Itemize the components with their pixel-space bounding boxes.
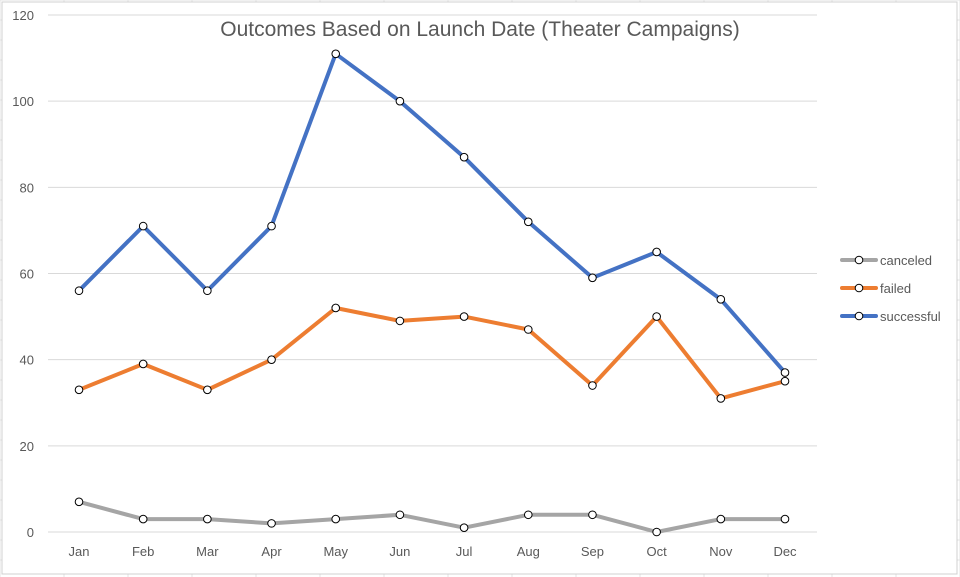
data-point-failed[interactable]	[138, 359, 148, 369]
data-point-successful[interactable]	[138, 221, 148, 231]
data-point-failed[interactable]	[203, 385, 212, 395]
data-point-failed[interactable]	[588, 381, 597, 390]
data-point-canceled[interactable]	[395, 510, 405, 520]
data-point-successful[interactable]	[716, 295, 726, 304]
x-axis-tick-labels: Jan Feb Mar Apr May Jun Jul Aug Sep Oct Nov Dec	[69, 544, 798, 559]
x-tick-label: Nov	[709, 544, 733, 559]
data-point-canceled[interactable]	[459, 523, 469, 532]
data-point-failed[interactable]	[780, 376, 790, 386]
y-axis-tick-labels: 0 20 40 60 80 100 120	[12, 8, 34, 540]
data-point-canceled[interactable]	[588, 510, 597, 520]
y-tick-label: 60	[20, 267, 34, 282]
data-point-successful[interactable]	[780, 368, 790, 377]
legend-label: failed	[880, 281, 911, 296]
data-point-successful[interactable]	[267, 221, 276, 231]
series-line-failed[interactable]	[77, 306, 787, 401]
data-point-successful[interactable]	[203, 286, 212, 296]
chart-title[interactable]: Outcomes Based on Launch Date (Theater C…	[220, 18, 739, 41]
y-tick-label: 0	[27, 525, 34, 540]
data-point-successful[interactable]	[74, 286, 84, 296]
y-tick-label: 80	[20, 180, 34, 195]
series-line-successful[interactable]	[77, 51, 787, 375]
data-point-failed[interactable]	[331, 303, 341, 313]
x-tick-label: Dec	[773, 544, 797, 559]
marker-layer	[74, 49, 790, 537]
series-layer	[77, 51, 787, 534]
legend-marker	[854, 311, 864, 321]
data-point-successful[interactable]	[523, 217, 533, 227]
data-point-successful[interactable]	[331, 49, 341, 59]
y-tick-label: 100	[12, 94, 34, 109]
legend-marker	[854, 255, 864, 265]
x-tick-label: Aug	[517, 544, 540, 559]
data-point-failed[interactable]	[716, 394, 726, 403]
y-tick-label: 120	[12, 8, 34, 23]
data-point-failed[interactable]	[523, 325, 533, 334]
legend-label: successful	[880, 309, 941, 324]
data-point-canceled[interactable]	[74, 497, 84, 507]
x-tick-label: Oct	[647, 544, 668, 559]
data-point-canceled[interactable]	[331, 514, 341, 524]
x-tick-label: Jun	[389, 544, 410, 559]
legend-marker	[854, 283, 864, 293]
legend[interactable]: canceled failed successful	[840, 253, 941, 324]
data-point-failed[interactable]	[395, 316, 405, 326]
data-point-failed[interactable]	[459, 312, 469, 321]
data-point-successful[interactable]	[395, 96, 405, 106]
x-tick-label: Mar	[196, 544, 219, 559]
data-point-failed[interactable]	[267, 355, 276, 364]
x-tick-label: Feb	[132, 544, 154, 559]
x-tick-label: Sep	[581, 544, 604, 559]
y-tick-label: 40	[20, 353, 34, 368]
legend-item-failed[interactable]: failed	[840, 281, 911, 296]
x-tick-label: Jul	[456, 544, 473, 559]
x-tick-label: Apr	[261, 544, 282, 559]
data-point-successful[interactable]	[588, 273, 597, 283]
data-point-canceled[interactable]	[523, 510, 533, 520]
x-tick-label: Jan	[69, 544, 90, 559]
legend-item-canceled[interactable]: canceled	[840, 253, 932, 268]
data-point-canceled[interactable]	[780, 514, 790, 524]
data-point-canceled[interactable]	[138, 514, 148, 524]
x-tick-label: May	[323, 544, 348, 559]
legend-item-successful[interactable]: successful	[840, 309, 941, 324]
data-point-failed[interactable]	[652, 312, 661, 321]
data-point-successful[interactable]	[459, 152, 469, 162]
data-point-canceled[interactable]	[652, 527, 661, 537]
series-line-canceled[interactable]	[77, 499, 787, 534]
data-point-canceled[interactable]	[716, 514, 726, 524]
data-point-canceled[interactable]	[203, 514, 212, 524]
data-point-successful[interactable]	[652, 247, 661, 257]
legend-label: canceled	[880, 253, 932, 268]
y-tick-label: 20	[20, 439, 34, 454]
data-point-canceled[interactable]	[267, 519, 276, 528]
data-point-failed[interactable]	[74, 385, 84, 395]
